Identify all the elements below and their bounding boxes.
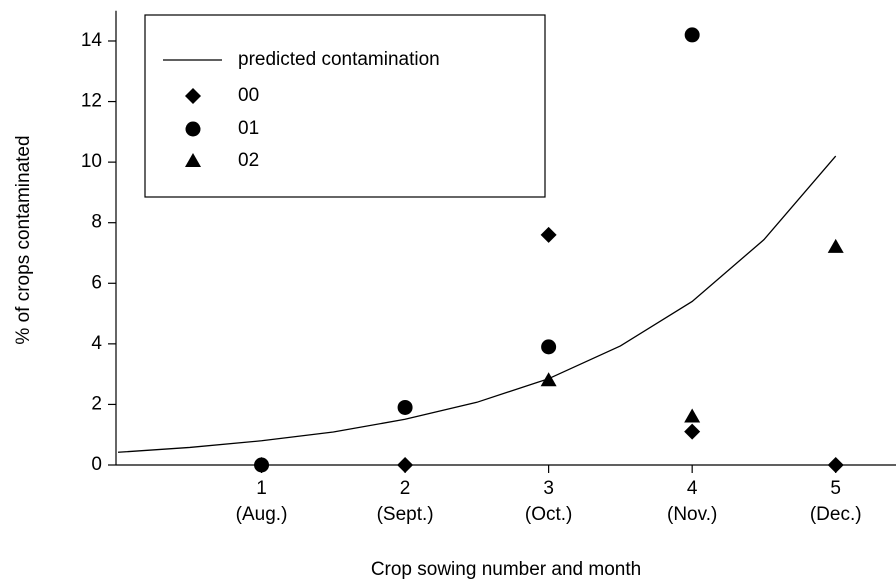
legend-marker: [185, 153, 201, 167]
x-tick-label: 4: [687, 478, 698, 499]
y-axis-label: % of crops contaminated: [13, 135, 34, 344]
point: [254, 457, 270, 473]
x-tick-label: 2: [400, 478, 411, 499]
y-tick-label: 4: [91, 333, 102, 354]
legend-label: 01: [238, 118, 259, 139]
legend-label: 02: [238, 150, 259, 171]
y-tick-label: 0: [91, 454, 102, 475]
x-tick-label: 3: [543, 478, 554, 499]
point: [827, 238, 844, 253]
legend-label: predicted contamination: [238, 49, 440, 70]
x-axis-label: Crop sowing number and month: [371, 559, 641, 580]
y-tick-label: 12: [81, 91, 102, 112]
point: [397, 457, 414, 473]
y-tick-label: 14: [81, 30, 103, 51]
x-tick-sublabel: (Aug.): [236, 504, 288, 525]
point: [541, 339, 557, 355]
prediction-line: [117, 155, 837, 453]
legend-label: 00: [238, 85, 259, 106]
x-tick-sublabel: (Dec.): [810, 504, 862, 525]
y-tick-label: 8: [91, 212, 102, 233]
point: [684, 27, 700, 43]
x-tick-label: 1: [256, 478, 267, 499]
y-tick-label: 10: [81, 151, 102, 172]
point: [397, 399, 413, 415]
point: [540, 372, 557, 387]
x-tick-label: 5: [830, 478, 841, 499]
x-tick-sublabel: (Nov.): [667, 504, 717, 525]
y-tick-label: 6: [91, 272, 102, 293]
legend-marker: [185, 88, 201, 104]
x-tick-sublabel: (Oct.): [525, 504, 573, 525]
legend-box: [144, 14, 546, 198]
x-tick-sublabel: (Sept.): [377, 504, 434, 525]
point: [827, 457, 844, 473]
point: [540, 226, 557, 243]
point: [684, 423, 701, 440]
legend-marker: [185, 121, 201, 137]
point: [684, 408, 701, 423]
y-tick-label: 2: [91, 393, 102, 414]
